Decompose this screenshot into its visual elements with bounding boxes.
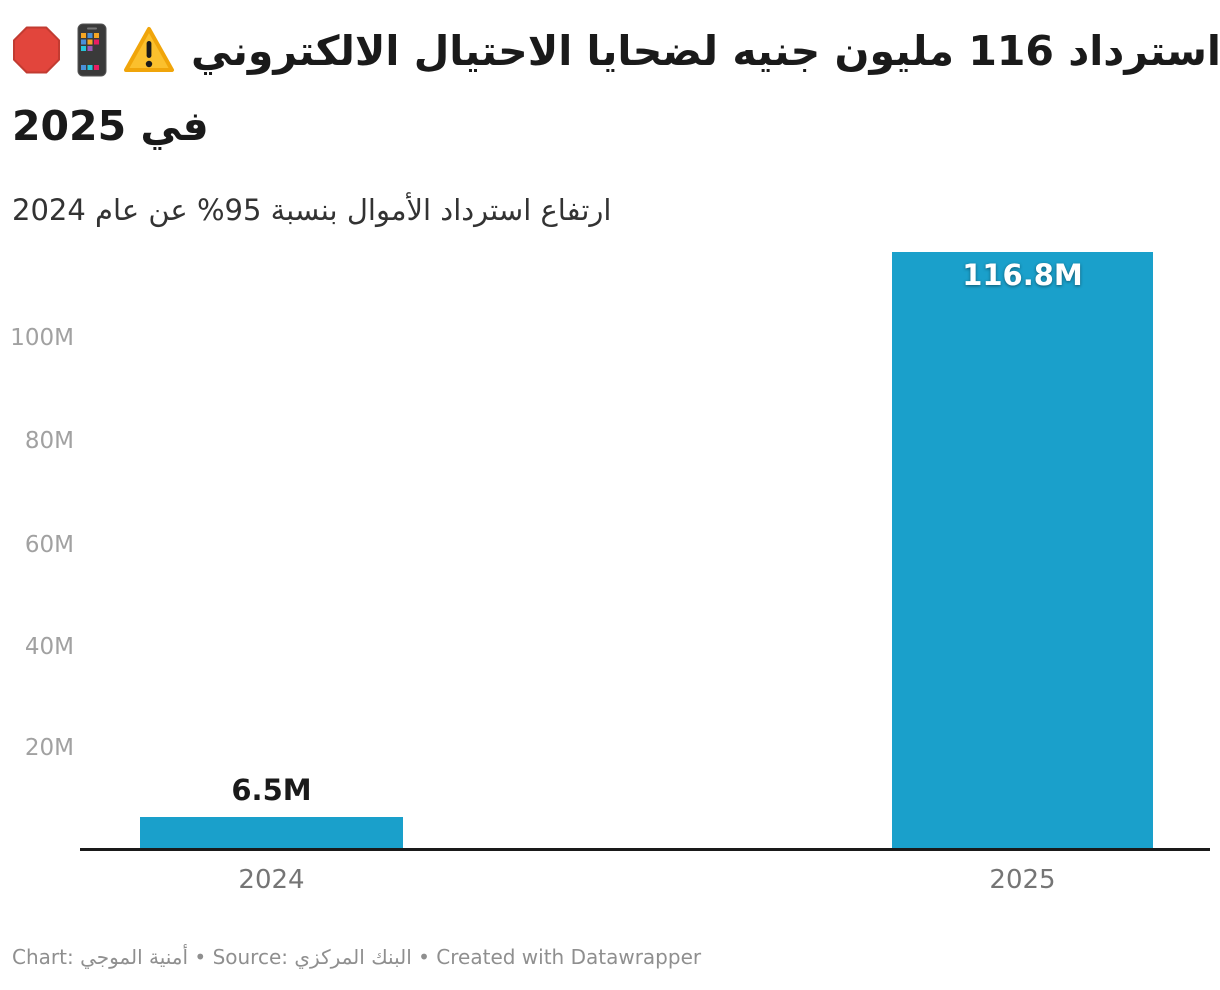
bar-2024 [140, 817, 403, 850]
chart-footer-credit: Chart: أمنية الموجي • Source: البنك المر… [12, 945, 702, 969]
x-axis-label-2025: 2025 [989, 865, 1056, 895]
y-axis-tick-60m: 60M [24, 532, 74, 558]
chart-title-line1: استرداد 116 مليون جنيه لضحايا الاحتيال ا… [12, 12, 1220, 92]
y-axis-tick-80m: 80M [24, 428, 74, 454]
x-axis-baseline [80, 848, 1210, 851]
stop-sign-icon [12, 26, 61, 78]
bar-2025 [892, 252, 1153, 850]
chart-subtitle: ارتفاع استرداد الأموال بنسبة 95% عن عام … [12, 193, 612, 227]
title-icons [12, 23, 175, 81]
warning-icon [123, 26, 175, 78]
mobile-phone-icon [77, 23, 107, 81]
chart-title-line2: في 2025 [12, 102, 209, 150]
value-label-2025: 116.8M [962, 258, 1083, 292]
y-axis-tick-100m: 100M [10, 325, 74, 351]
x-axis-label-2024: 2024 [238, 865, 305, 895]
chart-title-text: استرداد 116 مليون جنيه لضحايا الاحتيال ا… [191, 27, 1220, 76]
value-label-2024: 6.5M [231, 773, 312, 807]
y-axis-tick-20m: 20M [24, 735, 74, 761]
y-axis-tick-40m: 40M [24, 634, 74, 660]
